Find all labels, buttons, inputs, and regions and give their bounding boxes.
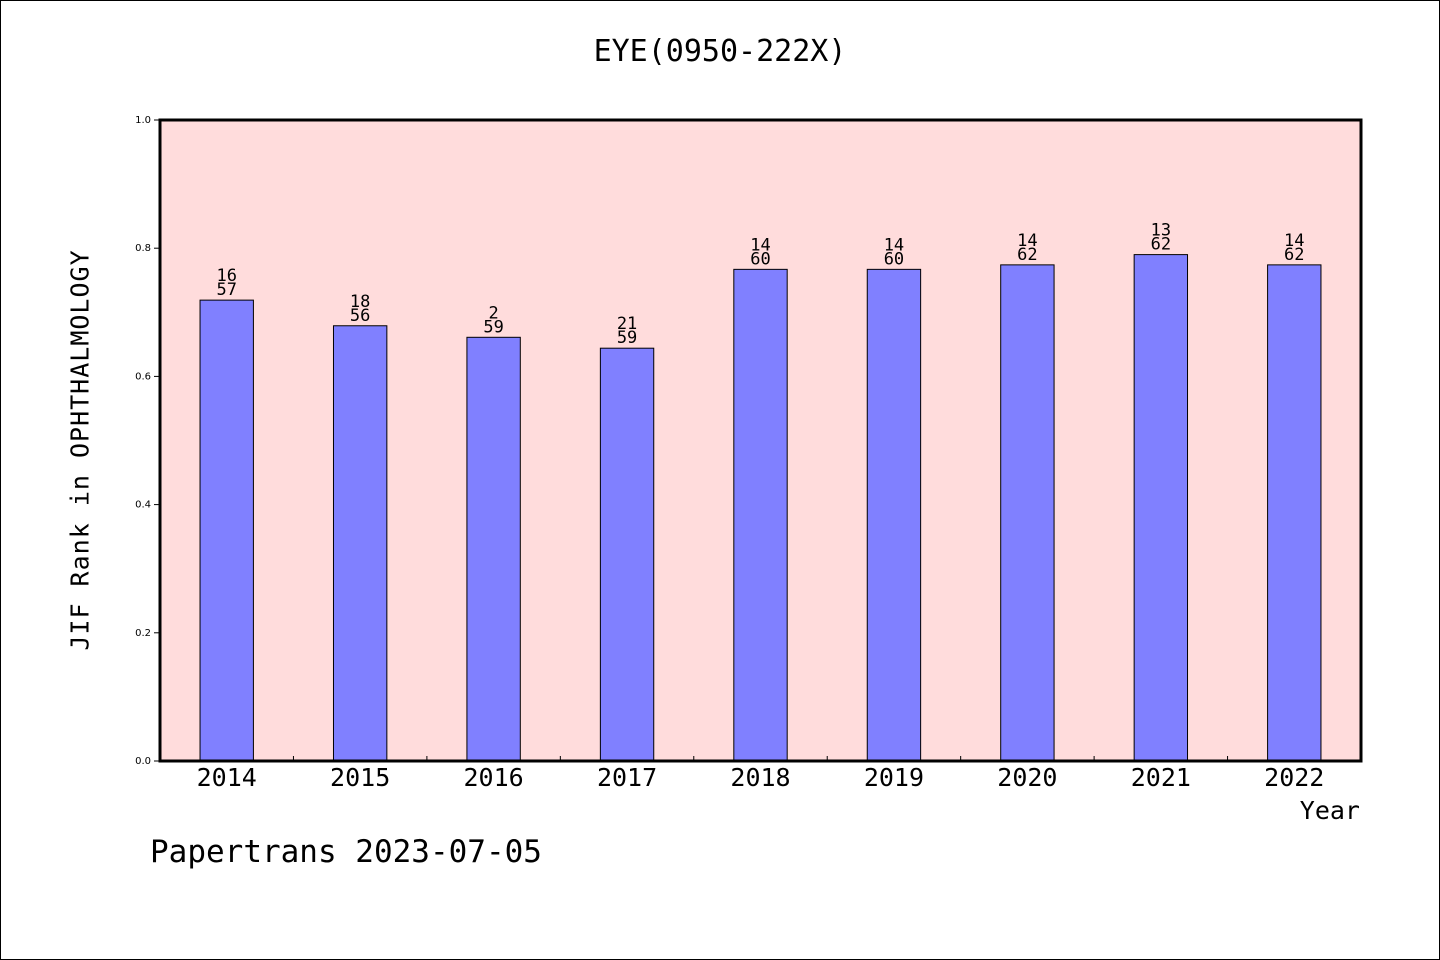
x-tick-label: 2019 xyxy=(864,763,924,792)
bar-total-label: 56 xyxy=(350,306,370,326)
bar-total-label: 62 xyxy=(1017,245,1037,265)
bar-rank-label: 21 xyxy=(617,314,637,334)
y-tick-label: 0.8 xyxy=(135,243,151,254)
bar xyxy=(199,299,254,762)
bar-total-label: 62 xyxy=(1284,245,1304,265)
bar-rank-label: 13 xyxy=(1151,221,1171,241)
bar-rank-label: 14 xyxy=(1017,231,1037,251)
y-tick-label: 1.0 xyxy=(135,115,151,126)
bar-total-label: 62 xyxy=(1151,235,1171,255)
bar xyxy=(1133,254,1189,762)
y-tick-label: 0.4 xyxy=(135,500,151,511)
footer-watermark: Papertrans 2023-07-05 xyxy=(150,834,542,870)
bar-rank-label: 16 xyxy=(216,266,236,286)
x-tick-label: 2014 xyxy=(197,763,257,792)
x-axis-label: Year xyxy=(1299,796,1360,825)
bar xyxy=(733,268,788,762)
x-tick-label: 2018 xyxy=(730,763,790,792)
x-tick-label: 2015 xyxy=(330,763,390,792)
bar xyxy=(1000,264,1055,762)
chart-title: EYE(0950-222X) xyxy=(593,34,847,69)
bar-rank-label: 14 xyxy=(884,235,904,255)
bar xyxy=(866,268,922,762)
bar-total-label: 59 xyxy=(483,317,503,337)
x-tick-label: 2021 xyxy=(1131,763,1191,792)
x-tick-label: 2022 xyxy=(1264,763,1324,792)
bar xyxy=(1267,264,1322,762)
plot-border xyxy=(158,118,1363,763)
bar xyxy=(466,336,521,762)
y-tick-label: 0.2 xyxy=(135,628,151,639)
y-tick-label: 0.6 xyxy=(135,371,151,382)
bar xyxy=(332,325,388,762)
x-tick-label: 2020 xyxy=(997,763,1057,792)
x-tick-label: 2016 xyxy=(464,763,524,792)
bar-rank-label: 14 xyxy=(1284,231,1304,251)
bar-total-label: 60 xyxy=(750,249,770,269)
bar-rank-label: 18 xyxy=(350,292,370,312)
bar-total-label: 60 xyxy=(884,249,904,269)
x-tick-label: 2017 xyxy=(597,763,657,792)
bar-total-label: 57 xyxy=(216,280,236,300)
bar-rank-label: 2 xyxy=(488,303,498,323)
bar-total-label: 59 xyxy=(617,328,637,348)
bar-rank-label: 14 xyxy=(750,235,770,255)
bar xyxy=(599,347,655,762)
y-tick-label: 0.0 xyxy=(135,756,151,767)
